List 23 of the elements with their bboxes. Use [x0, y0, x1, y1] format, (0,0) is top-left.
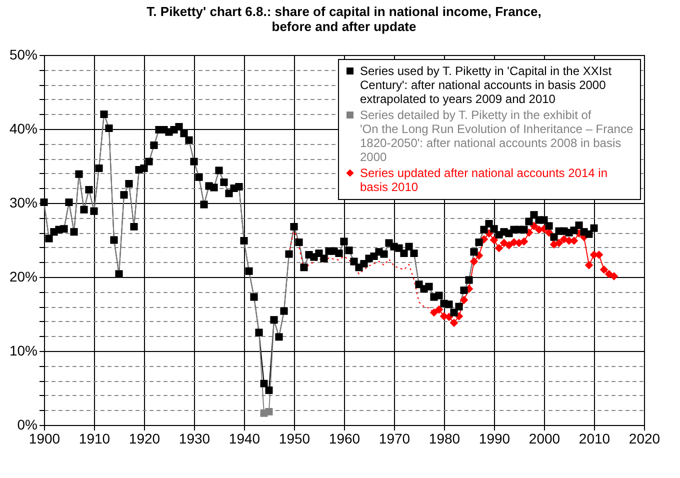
y-tick-label: 10% — [9, 342, 38, 358]
x-tick-label: 1990 — [478, 430, 510, 446]
legend-label: Series used by T. Piketty in 'Capital in the XXIst Century': after national accounts in basis 2000 extrapolated to years 2009 and 2010 — [360, 64, 612, 106]
x-tick-label: 2000 — [528, 430, 560, 446]
x-tick-label: 1970 — [378, 430, 410, 446]
x-tick-label: 1920 — [128, 430, 160, 446]
y-tick-label: 30% — [9, 194, 38, 210]
x-tick-label: 2020 — [628, 430, 660, 446]
y-tick-label: 0% — [17, 416, 38, 432]
legend-label: Series detailed by T. Piketty in the exhibit of 'On the Long Run Evolution of Inheritance – France 1820-2050': after national accounts 2008 in basis 2000 — [360, 108, 634, 164]
x-tick-label: 1980 — [428, 430, 460, 446]
x-tick-label: 1900 — [28, 430, 60, 446]
legend-label: Series updated after national accounts 2014 in basis 2010 — [360, 166, 608, 194]
y-tick-label: 50% — [9, 46, 38, 62]
y-tick-label: 40% — [9, 120, 38, 136]
x-tick-label: 2010 — [578, 430, 610, 446]
y-tick-label: 20% — [9, 268, 38, 284]
x-tick-label: 1910 — [78, 430, 110, 446]
x-tick-label: 1940 — [228, 430, 260, 446]
x-tick-label: 1960 — [328, 430, 360, 446]
x-tick-label: 1930 — [178, 430, 210, 446]
chart-title: T. Piketty' chart 6.8.: share of capital in national income, France, before and after update — [146, 4, 542, 34]
x-tick-label: 1950 — [278, 430, 310, 446]
